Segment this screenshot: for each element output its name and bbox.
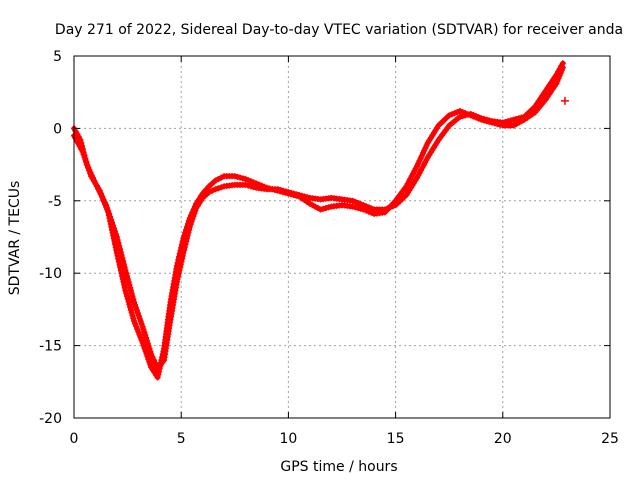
data-point (180, 235, 187, 242)
data-point (218, 184, 225, 191)
data-point (182, 229, 189, 236)
data-point (143, 334, 150, 341)
x-tick-label: 20 (494, 431, 512, 447)
y-tick-label: -15 (39, 339, 62, 355)
x-axis-label: GPS time / hours (280, 459, 397, 475)
data-point (144, 340, 151, 347)
tick-labels: 0 5 10 15 20 25 -20 -15 -10 -5 0 5 (39, 49, 619, 447)
data-point (129, 293, 136, 300)
y-tick-label: -10 (39, 266, 62, 282)
data-point (142, 332, 149, 339)
x-tick-label: 25 (601, 431, 619, 447)
chart-title: Day 271 of 2022, Sidereal Day-to-day VTE… (55, 22, 623, 38)
data-point (145, 343, 152, 350)
data-point (125, 298, 132, 305)
isolated-points (560, 96, 569, 105)
data-point (123, 290, 130, 297)
data-point (143, 337, 150, 344)
data-point (127, 284, 134, 291)
data-point (212, 186, 219, 193)
y-tick-label: -5 (48, 194, 62, 210)
y-tick-label: 5 (53, 49, 62, 65)
y-tick-label: -20 (39, 411, 62, 427)
data-point (184, 223, 191, 230)
ticks (73, 55, 611, 419)
data-layer (71, 60, 569, 381)
data-point (128, 309, 135, 316)
data-point (126, 281, 133, 288)
data-point (125, 278, 132, 285)
data-point (181, 232, 188, 239)
data-point (560, 96, 569, 105)
data-point (185, 218, 192, 225)
data-point (127, 306, 134, 313)
data-point (126, 301, 133, 308)
plot-frame (73, 55, 611, 419)
grid (74, 56, 610, 418)
data-point (215, 185, 222, 192)
series-track-b (71, 64, 566, 381)
data-point (130, 315, 137, 322)
data-point (183, 226, 190, 233)
data-point (559, 64, 566, 71)
data-point (139, 323, 146, 330)
data-point (130, 296, 137, 303)
data-point (122, 287, 129, 294)
x-tick-label: 10 (279, 431, 297, 447)
data-point (140, 326, 147, 333)
x-tick-label: 5 (177, 431, 186, 447)
data-point (129, 312, 136, 319)
y-axis-label: SDTVAR / TECUs (7, 181, 23, 296)
x-tick-label: 0 (70, 431, 79, 447)
data-point (124, 293, 131, 300)
data-point (141, 329, 148, 336)
data-point (127, 287, 134, 294)
data-point (184, 220, 191, 227)
data-point (128, 290, 135, 297)
data-point (124, 295, 131, 302)
y-tick-label: 0 (53, 121, 62, 137)
data-point (209, 187, 216, 194)
x-tick-label: 15 (387, 431, 405, 447)
data-point (127, 304, 134, 311)
